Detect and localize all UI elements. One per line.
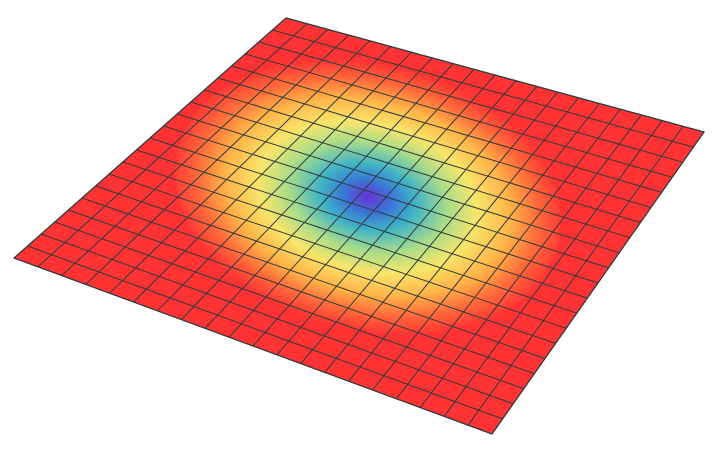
gridline-v [95,185,556,344]
gridline-u [419,114,642,408]
gridline-v [81,197,546,359]
gridline-u [348,97,579,382]
gridline-v [54,221,524,390]
gridline-u [300,86,538,364]
gridline-v [136,149,588,299]
gridline-v [27,245,503,420]
surface-outline [12,17,705,435]
gridline-v [149,137,599,284]
gridline-u [372,103,600,391]
gridline-v [68,209,535,375]
gridline-u [324,91,559,373]
surface-well [175,58,561,336]
gridline-u [443,120,663,417]
gridline-v [122,161,577,314]
gridline-u [467,126,684,426]
gridline-u [396,108,621,400]
surface-fill-group [14,18,704,434]
gridline-v [109,173,567,329]
gridline-v [41,233,514,405]
gridline-u [276,80,517,356]
